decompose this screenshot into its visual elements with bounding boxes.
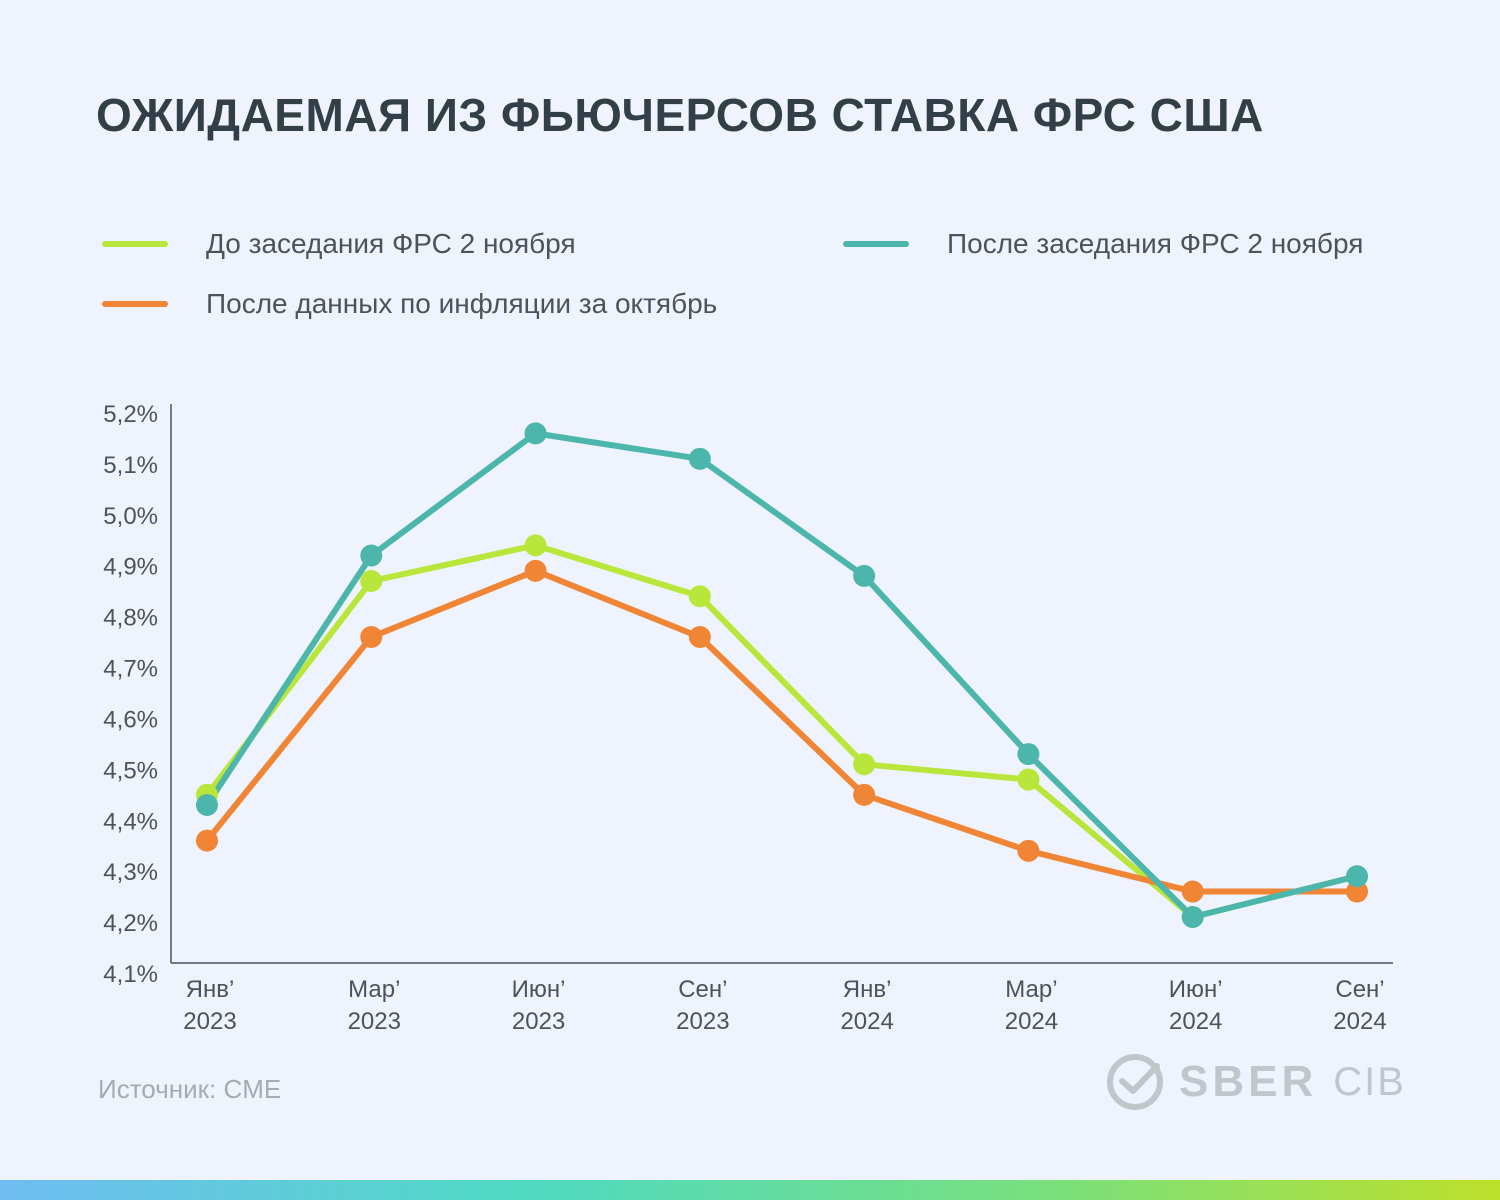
series-points [196, 422, 1368, 928]
x-tick-label-month: Июн’ [1169, 976, 1223, 1003]
y-tick-label: 4,9% [103, 554, 158, 581]
x-tick-label-year: 2023 [183, 1008, 236, 1035]
logo-suffix: CIB [1333, 1059, 1406, 1104]
data-point-series-0 [1017, 768, 1040, 791]
y-tick-label: 4,2% [103, 910, 158, 937]
data-point-series-2 [196, 794, 218, 816]
data-point-series-2 [1346, 865, 1368, 888]
x-tick-label-month: Мар’ [1005, 976, 1057, 1003]
data-point-series-2 [1017, 743, 1040, 766]
legend-item-after-inflation: После данных по инфляции за октябрь [102, 288, 717, 320]
legend-label-before-meeting: До заседания ФРС 2 ноября [206, 228, 576, 259]
sber-check-icon [1107, 1054, 1163, 1110]
y-tick-label: 4,6% [103, 706, 158, 733]
bottom-gradient-bar [0, 1180, 1500, 1200]
data-point-series-2 [360, 544, 383, 567]
data-point-series-1 [360, 626, 383, 648]
y-tick-label: 4,4% [103, 808, 158, 835]
data-point-series-0 [688, 585, 711, 608]
y-tick-label: 4,5% [103, 757, 158, 784]
data-point-series-2 [524, 422, 547, 445]
data-point-series-1 [1181, 880, 1204, 903]
legend-swatch-before-meeting [102, 241, 168, 247]
data-point-series-1 [196, 829, 218, 852]
x-tick-label-year: 2023 [676, 1008, 729, 1035]
x-tick-label-month: Янв’ [186, 976, 235, 1003]
y-tick-label: 4,8% [103, 605, 158, 632]
data-point-series-2 [688, 447, 711, 470]
data-point-series-0 [524, 534, 547, 557]
y-tick-labels: 4,1% 4,2% 4,3% 4,4% 4,5% 4,6% 4,7% 4,8% 4,9% 5,0%… [103, 401, 158, 988]
data-point-series-1 [1017, 839, 1040, 862]
legend-label-after-meeting: После заседания ФРС 2 ноября [947, 228, 1364, 259]
sber-cib-logo: SBER CIB [1105, 1052, 1406, 1112]
x-tick-label-year: 2023 [348, 1008, 401, 1035]
x-tick-label-year: 2024 [840, 1008, 893, 1035]
data-point-series-2 [1181, 906, 1204, 928]
legend-item-after-meeting: После заседания ФРС 2 ноября [843, 228, 1363, 260]
series-lines [204, 430, 1360, 920]
legend-item-before-meeting: До заседания ФРС 2 ноября [102, 228, 576, 260]
data-point-series-1 [688, 626, 711, 648]
x-tick-label-year: 2023 [512, 1008, 565, 1035]
series-line-1 [204, 567, 1360, 895]
y-tick-label: 4,1% [103, 961, 158, 988]
data-point-series-1 [853, 783, 876, 806]
y-tick-label: 5,0% [103, 503, 158, 530]
series-line-2 [204, 430, 1360, 920]
x-tick-label-month: Янв’ [843, 976, 892, 1003]
legend-swatch-after-inflation [102, 301, 168, 307]
series-line-0 [204, 542, 1360, 920]
data-point-series-2 [853, 564, 876, 587]
x-tick-label-year: 2024 [1005, 1008, 1058, 1035]
data-point-series-1 [1346, 880, 1368, 903]
data-point-series-0 [853, 753, 876, 776]
y-tick-label: 5,1% [103, 452, 158, 479]
data-point-series-0 [360, 570, 383, 592]
x-tick-label-month: Сен’ [1335, 976, 1384, 1003]
y-tick-label: 4,7% [103, 656, 158, 683]
line-chart: 4,1% 4,2% 4,3% 4,4% 4,5% 4,6% 4,7% 4,8% 4,9% 5,0%… [103, 401, 1393, 1035]
legend-swatch-after-meeting [843, 241, 909, 247]
source-note: Источник: CME [98, 1074, 282, 1104]
y-tick-label: 4,3% [103, 859, 158, 886]
chart-title: ОЖИДАЕМАЯ ИЗ ФЬЮЧЕРСОВ СТАВКА ФРС США [96, 89, 1264, 141]
x-tick-label-month: Июн’ [512, 976, 566, 1003]
x-tick-labels: Янв’ 2023 Мар’ 2023 Июн’ 2023 Сен’ 2023 Янв’ 2024… [183, 976, 1386, 1035]
x-tick-label-year: 2024 [1333, 1008, 1386, 1035]
logo-brand: SBER [1179, 1057, 1318, 1106]
x-tick-label-year: 2024 [1169, 1008, 1222, 1035]
legend-label-after-inflation: После данных по инфляции за октябрь [206, 288, 718, 319]
x-tick-label-month: Мар’ [348, 976, 400, 1003]
x-tick-label-month: Сен’ [678, 976, 727, 1003]
y-tick-label: 5,2% [103, 401, 158, 428]
data-point-series-1 [524, 559, 547, 582]
